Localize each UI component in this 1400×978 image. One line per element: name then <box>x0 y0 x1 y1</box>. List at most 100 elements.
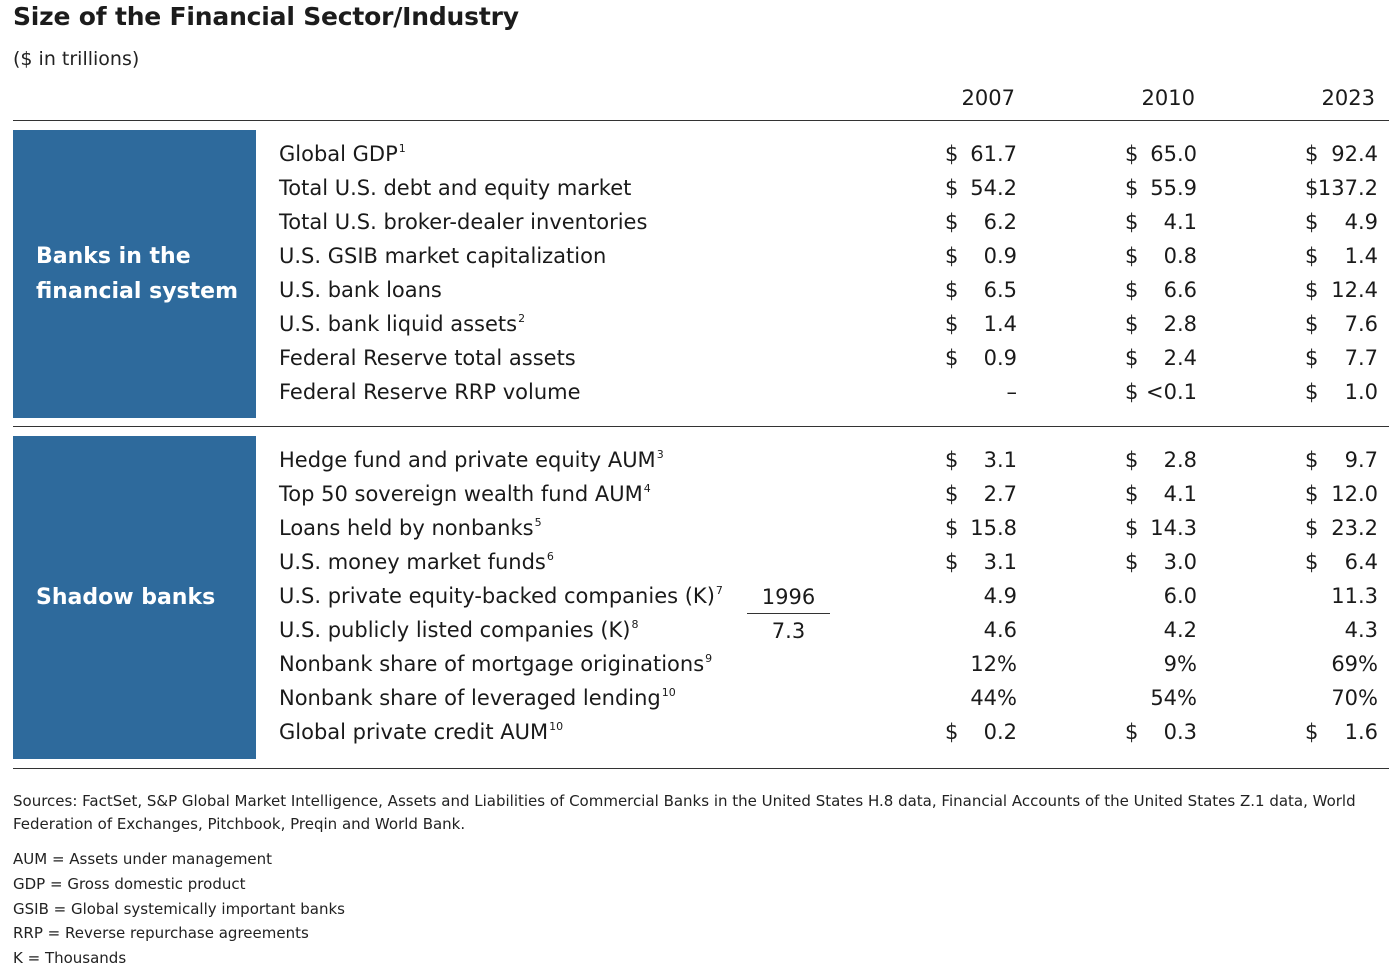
cell-value: 12.0 <box>1331 482 1378 506</box>
row-label-text: U.S. bank liquid assets <box>279 312 518 336</box>
year-2007-header: 2007 <box>961 86 1015 110</box>
cell-value: 65.0 <box>1150 142 1197 166</box>
cell-value: 6.5 <box>983 278 1017 302</box>
cell-value: 4.6 <box>983 618 1017 642</box>
footer-rule <box>13 768 1389 769</box>
cell-value: 12.4 <box>1331 278 1378 302</box>
value-2010: 54% <box>1125 686 1197 720</box>
currency-symbol: $ <box>1125 278 1139 302</box>
value-2010: $0.8 <box>1125 244 1197 278</box>
value-2023: $6.4 <box>1305 550 1378 584</box>
currency-symbol: $ <box>1305 482 1319 506</box>
cell-value: 6.0 <box>1163 584 1197 608</box>
cell-value: 15.8 <box>970 516 1017 540</box>
currency-symbol: $ <box>1305 142 1319 166</box>
row-label: U.S. bank liquid assets2 <box>279 312 525 336</box>
value-2007: 12% <box>945 652 1017 686</box>
cell-value: 1.4 <box>1344 244 1378 268</box>
row-label: Loans held by nonbanks5 <box>279 516 542 540</box>
table-row: Nonbank share of mortgage originations9 1… <box>0 652 1400 686</box>
currency-symbol: $ <box>945 176 959 200</box>
footnote-marker: 5 <box>534 516 542 529</box>
row-label-text: Federal Reserve RRP volume <box>279 380 581 404</box>
cell-value: 3.1 <box>983 448 1017 472</box>
value-2010: $2.8 <box>1125 448 1197 482</box>
cell-value: 1.0 <box>1344 380 1378 404</box>
currency-symbol: $ <box>945 516 959 540</box>
value-2023: $12.4 <box>1305 278 1378 312</box>
cell-value: 11.3 <box>1331 584 1378 608</box>
table-row: U.S. money market funds6 $3.1 $3.0 $6.4 <box>0 550 1400 584</box>
cell-value: 7.7 <box>1344 346 1378 370</box>
row-label-text: Top 50 sovereign wealth fund AUM <box>279 482 643 506</box>
value-2010: $6.6 <box>1125 278 1197 312</box>
value-2010: $65.0 <box>1125 142 1197 176</box>
cell-value: 7.6 <box>1344 312 1378 336</box>
cell-value: 3.0 <box>1163 550 1197 574</box>
cell-value: 69% <box>1331 652 1378 676</box>
row-label-text: Hedge fund and private equity AUM <box>279 448 656 472</box>
section-divider <box>13 426 1389 427</box>
table-row: Nonbank share of leveraged lending10 44% 5… <box>0 686 1400 720</box>
year-2023-header: 2023 <box>1321 86 1375 110</box>
currency-symbol: $ <box>1125 142 1139 166</box>
value-2007: – <box>945 380 1018 414</box>
table-row: Loans held by nonbanks5 $15.8 $14.3 $23.2 <box>0 516 1400 550</box>
currency-symbol: $ <box>945 346 959 370</box>
currency-symbol: $ <box>1305 380 1319 404</box>
row-label: Total U.S. debt and equity market <box>279 176 631 200</box>
row-label-text: Global private credit AUM <box>279 720 549 744</box>
cell-value: 0.8 <box>1163 244 1197 268</box>
cell-value: – <box>1006 380 1018 404</box>
value-2023: $7.6 <box>1305 312 1378 346</box>
cell-value: 6.2 <box>983 210 1017 234</box>
table-row: U.S. private equity-backed companies (K)… <box>0 584 1400 618</box>
value-2007: $3.1 <box>945 550 1017 584</box>
cell-value: 2.8 <box>1163 312 1197 336</box>
abbreviation-item: K = Thousands <box>13 949 127 968</box>
section-label-line: Shadow banks <box>36 585 216 610</box>
currency-symbol: $ <box>1125 380 1139 404</box>
units-subtitle: ($ in trillions) <box>13 48 140 70</box>
table-row: Total U.S. broker-dealer inventories $6.2… <box>0 210 1400 244</box>
table-row: Global private credit AUM10 $0.2 $0.3 $1.6 <box>0 720 1400 754</box>
cell-value: 137.2 <box>1317 176 1378 200</box>
row-label: U.S. money market funds6 <box>279 550 554 574</box>
value-2023: $1.6 <box>1305 720 1378 754</box>
table-row: U.S. bank loans $6.5 $6.6 $12.4 <box>0 278 1400 312</box>
currency-symbol: $ <box>945 550 959 574</box>
cell-value: 2.8 <box>1163 448 1197 472</box>
currency-symbol: $ <box>945 720 959 744</box>
value-2010: $ <0.1 <box>1125 380 1197 414</box>
currency-symbol: $ <box>1125 210 1139 234</box>
currency-symbol: $ <box>1305 346 1319 370</box>
cell-value: 0.2 <box>983 720 1017 744</box>
row-label-text: Global GDP <box>279 142 398 166</box>
row-label: U.S. private equity-backed companies (K)… <box>279 584 723 608</box>
currency-symbol: $ <box>1305 516 1319 540</box>
row-label-text: U.S. bank loans <box>279 278 442 302</box>
cell-value: 6.6 <box>1163 278 1197 302</box>
row-label-text: Nonbank share of leveraged lending <box>279 686 661 710</box>
value-2010: $0.3 <box>1125 720 1197 754</box>
cell-value: 9.7 <box>1344 448 1378 472</box>
value-2007: $6.5 <box>945 278 1017 312</box>
value-2007: $3.1 <box>945 448 1017 482</box>
row-label: Federal Reserve RRP volume <box>279 380 581 404</box>
row-label-text: Federal Reserve total assets <box>279 346 576 370</box>
currency-symbol: $ <box>945 244 959 268</box>
value-2007: $15.8 <box>945 516 1017 550</box>
table-row: Federal Reserve total assets $0.9 $2.4 $7.7 <box>0 346 1400 380</box>
cell-value: 4.1 <box>1163 210 1197 234</box>
value-2023: $9.7 <box>1305 448 1378 482</box>
cell-value: 12% <box>970 652 1017 676</box>
currency-symbol: $ <box>1125 346 1139 370</box>
row-label: U.S. GSIB market capitalization <box>279 244 606 268</box>
cell-value: 61.7 <box>970 142 1017 166</box>
currency-symbol: $ <box>1305 244 1319 268</box>
footnote-marker: 4 <box>643 482 651 495</box>
sources-note: Sources: FactSet, S&P Global Market Inte… <box>13 792 1356 833</box>
cell-value: 2.7 <box>983 482 1017 506</box>
value-2023: $7.7 <box>1305 346 1378 380</box>
footnote-marker: 8 <box>631 618 639 631</box>
